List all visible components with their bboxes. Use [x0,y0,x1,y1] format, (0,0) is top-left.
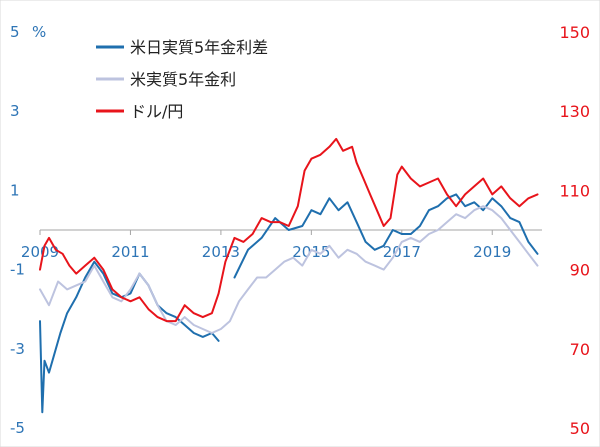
left-axis-tick-label: -3 [10,340,25,358]
right-axis-tick-label: 150 [559,23,590,42]
left-axis: 5 3 1 -1 -3 -5 [10,23,25,437]
left-axis-tick-label: -1 [10,261,25,279]
series-line [39,137,539,323]
series-line [39,205,539,334]
series-line [39,260,220,414]
left-axis-tick-label: 5 [10,23,20,41]
right-axis-tick-label: 50 [570,419,590,438]
x-axis-tick-label: 2019 [473,243,511,261]
x-axis-tick-label: 2017 [383,243,421,261]
right-axis-tick-label: 110 [559,181,590,200]
x-axis: 2009 2011 2013 2015 2017 2019 [21,230,511,261]
left-axis-tick-label: -5 [10,419,25,437]
x-axis-tick-label: 2015 [292,243,330,261]
series-layer [39,137,539,414]
legend-label: 米実質5年金利 [130,70,236,89]
right-axis-tick-label: 70 [570,340,590,359]
right-axis-tick-label: 90 [570,261,590,280]
legend-label: ドル/円 [130,102,183,121]
x-axis-tick-label: 2011 [111,243,149,261]
left-axis-tick-label: 3 [10,102,20,120]
left-axis-tick-label: 1 [10,181,20,199]
x-axis-tick-label: 2013 [202,243,240,261]
left-axis-unit-label: % [32,23,46,41]
series-line [233,193,539,279]
right-axis-tick-label: 130 [559,102,590,121]
legend-label: 米日実質5年金利差 [130,38,268,57]
x-axis-tick-label: 2009 [21,243,59,261]
right-axis: 150 130 110 90 70 50 [559,23,590,438]
